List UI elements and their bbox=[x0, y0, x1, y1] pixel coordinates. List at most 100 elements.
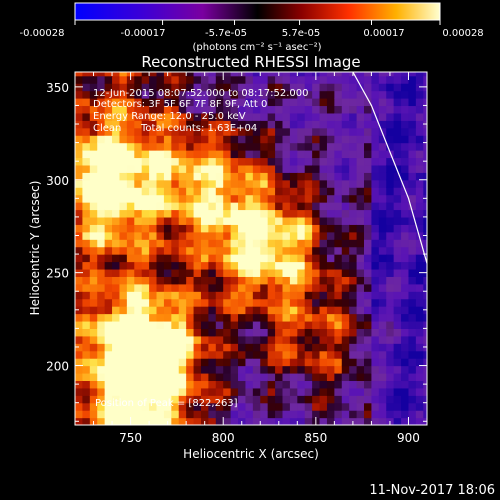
heatmap-cell bbox=[260, 283, 269, 292]
heatmap-cell bbox=[289, 291, 298, 300]
heatmap-cell bbox=[193, 157, 202, 166]
heatmap-cell bbox=[401, 268, 410, 277]
heatmap-cell bbox=[319, 112, 328, 121]
heatmap-cell bbox=[89, 335, 98, 344]
heatmap-cell bbox=[104, 72, 113, 77]
heatmap-cell bbox=[282, 335, 291, 344]
heatmap-cell bbox=[260, 306, 269, 315]
heatmap-cell bbox=[304, 320, 313, 329]
heatmap-cell bbox=[282, 83, 291, 92]
heatmap-cell bbox=[423, 313, 427, 322]
heatmap-cell bbox=[371, 313, 380, 322]
heatmap-cell bbox=[364, 335, 373, 344]
heatmap-cell bbox=[312, 261, 321, 270]
heatmap-cell bbox=[371, 358, 380, 367]
heatmap-cell bbox=[141, 135, 150, 144]
heatmap-cell bbox=[178, 112, 187, 121]
heatmap-cell bbox=[149, 72, 158, 77]
heatmap-cell bbox=[75, 157, 84, 166]
heatmap-cell bbox=[312, 268, 321, 277]
heatmap-cell bbox=[75, 320, 84, 329]
heatmap-cell bbox=[178, 395, 187, 404]
heatmap-cell bbox=[319, 187, 328, 196]
heatmap-cell bbox=[186, 194, 195, 203]
heatmap-cell bbox=[252, 261, 261, 270]
heatmap-cell bbox=[104, 268, 113, 277]
heatmap-cell bbox=[126, 276, 135, 285]
heatmap-cell bbox=[341, 98, 350, 107]
heatmap-cell bbox=[275, 276, 284, 285]
heatmap-cell bbox=[319, 202, 328, 211]
heatmap-cell bbox=[215, 179, 224, 188]
heatmap-cell bbox=[149, 187, 158, 196]
heatmap-cell bbox=[297, 358, 306, 367]
heatmap-cell bbox=[230, 239, 239, 248]
heatmap-cell bbox=[312, 231, 321, 240]
heatmap-cell bbox=[275, 246, 284, 255]
heatmap-cell bbox=[245, 417, 254, 425]
heatmap-cell bbox=[297, 320, 306, 329]
heatmap-cell bbox=[97, 231, 106, 240]
heatmap-cell bbox=[186, 90, 195, 99]
heatmap-cell bbox=[238, 157, 247, 166]
heatmap-cell bbox=[275, 283, 284, 292]
heatmap-cell bbox=[245, 358, 254, 367]
heatmap-cell bbox=[208, 254, 217, 263]
heatmap-cell bbox=[156, 254, 165, 263]
heatmap-cell bbox=[312, 298, 321, 307]
heatmap-cell bbox=[386, 343, 395, 352]
heatmap-cell bbox=[378, 313, 387, 322]
heatmap-cell bbox=[408, 179, 417, 188]
heatmap-cell bbox=[252, 72, 261, 77]
heatmap-cell bbox=[260, 380, 269, 389]
heatmap-cell bbox=[252, 157, 261, 166]
heatmap-cell bbox=[401, 194, 410, 203]
heatmap-cell bbox=[349, 75, 358, 84]
heatmap-cell bbox=[260, 90, 269, 99]
heatmap-cell bbox=[275, 179, 284, 188]
heatmap-cell bbox=[364, 98, 373, 107]
heatmap-cell bbox=[186, 402, 195, 411]
heatmap-cell bbox=[334, 72, 343, 77]
heatmap-cell bbox=[408, 157, 417, 166]
heatmap-cell bbox=[149, 231, 158, 240]
heatmap-cell bbox=[371, 135, 380, 144]
heatmap-cell bbox=[119, 335, 128, 344]
heatmap-cell bbox=[163, 231, 172, 240]
heatmap-cell bbox=[134, 135, 143, 144]
heatmap-cell bbox=[356, 261, 365, 270]
heatmap-cell bbox=[289, 187, 298, 196]
heatmap-cell bbox=[304, 268, 313, 277]
heatmap-cell bbox=[186, 179, 195, 188]
heatmap-cell bbox=[134, 261, 143, 270]
heatmap-cell bbox=[326, 320, 335, 329]
heatmap-cell bbox=[163, 365, 172, 374]
heatmap-cell bbox=[178, 380, 187, 389]
heatmap-cell bbox=[326, 283, 335, 292]
heatmap-cell bbox=[208, 246, 217, 255]
heatmap-cell bbox=[230, 216, 239, 225]
heatmap-cell bbox=[200, 187, 209, 196]
heatmap-cell bbox=[289, 387, 298, 396]
heatmap-cell bbox=[141, 216, 150, 225]
heatmap-cell bbox=[134, 179, 143, 188]
heatmap-cell bbox=[371, 298, 380, 307]
heatmap-cell bbox=[223, 72, 232, 77]
heatmap-cell bbox=[230, 313, 239, 322]
heatmap-cell bbox=[134, 276, 143, 285]
heatmap-cell bbox=[215, 194, 224, 203]
heatmap-cell bbox=[163, 90, 172, 99]
heatmap-cell bbox=[193, 320, 202, 329]
heatmap-cell bbox=[200, 268, 209, 277]
heatmap-cell bbox=[289, 209, 298, 218]
heatmap-cell bbox=[252, 283, 261, 292]
heatmap-cell bbox=[326, 313, 335, 322]
heatmap-cell bbox=[82, 313, 91, 322]
heatmap-cell bbox=[126, 306, 135, 315]
heatmap-cell bbox=[260, 157, 269, 166]
heatmap-cell bbox=[260, 268, 269, 277]
heatmap-cell bbox=[134, 187, 143, 196]
heatmap-cell bbox=[178, 164, 187, 173]
heatmap-cell bbox=[356, 239, 365, 248]
heatmap-cell bbox=[163, 320, 172, 329]
